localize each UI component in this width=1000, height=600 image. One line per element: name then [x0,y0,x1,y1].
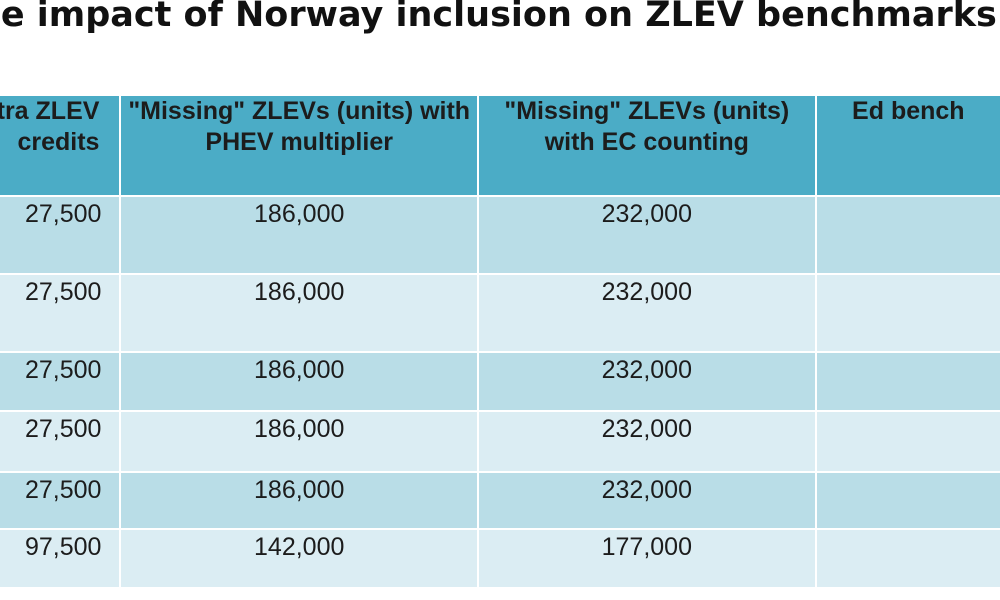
header-missing-zlevs-ec-counting: "Missing" ZLEVs (units) with EC counting [476,96,816,196]
slide-title: se impact of Norway inclusion on ZLEV be… [0,0,997,35]
cell-benchmark [814,528,1000,587]
cell-missing-phev: 186,000 [119,351,478,411]
header-equivalent-benchmark: Ed bench [814,96,1000,196]
cell-missing-phev: 186,000 [119,195,478,274]
cell-benchmark [814,351,1000,411]
cell-missing-ec: 232,000 [476,351,816,411]
cell-missing-ec: 232,000 [476,273,816,352]
header-extra-zlev-credits: tra ZLEV credits [0,96,121,196]
data-table: tra ZLEV credits "Missing" ZLEVs (units)… [0,96,1000,587]
cell-extra-credits: 97,500 [0,528,121,587]
cell-missing-ec: 177,000 [476,528,816,587]
table-row: 97,500 142,000 177,000 [0,528,1000,587]
table-row: 27,500 186,000 232,000 [0,195,1000,274]
table-row: 27,500 186,000 232,000 [0,273,1000,352]
table-row: 27,500 186,000 232,000 [0,351,1000,411]
cell-benchmark [814,410,1000,472]
cell-missing-phev: 186,000 [119,471,478,529]
table-row: 27,500 186,000 232,000 [0,410,1000,472]
cell-benchmark [814,273,1000,352]
cell-missing-ec: 232,000 [476,471,816,529]
data-table-container: tra ZLEV credits "Missing" ZLEVs (units)… [0,96,1000,587]
cell-benchmark [814,195,1000,274]
cell-extra-credits: 27,500 [0,351,121,411]
cell-missing-ec: 232,000 [476,195,816,274]
cell-extra-credits: 27,500 [0,273,121,352]
table-header-row: tra ZLEV credits "Missing" ZLEVs (units)… [0,96,1000,196]
cell-extra-credits: 27,500 [0,471,121,529]
cell-extra-credits: 27,500 [0,410,121,472]
cell-missing-phev: 142,000 [119,528,478,587]
table-row: 27,500 186,000 232,000 [0,471,1000,529]
cell-extra-credits: 27,500 [0,195,121,274]
header-missing-zlevs-phev-multiplier: "Missing" ZLEVs (units) with PHEV multip… [119,96,478,196]
cell-missing-phev: 186,000 [119,273,478,352]
cell-missing-ec: 232,000 [476,410,816,472]
cell-missing-phev: 186,000 [119,410,478,472]
cell-benchmark [814,471,1000,529]
